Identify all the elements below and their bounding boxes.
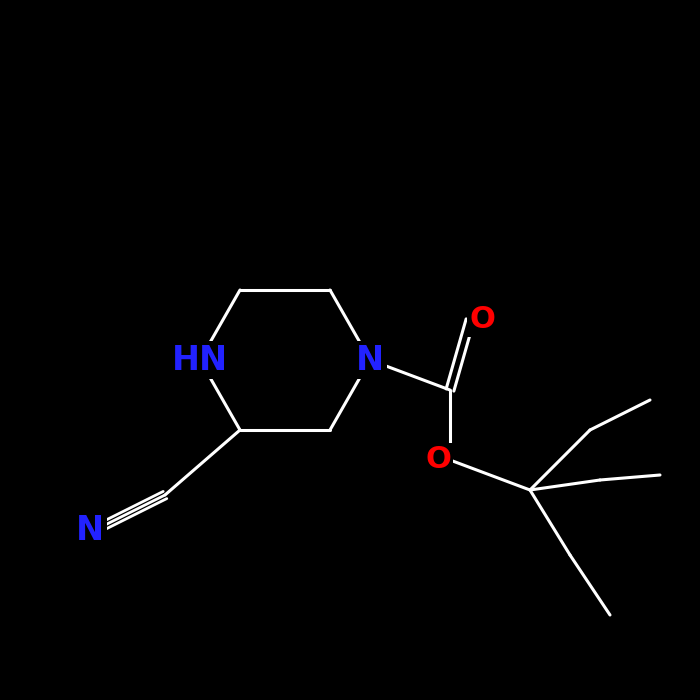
Text: N: N xyxy=(76,514,104,547)
Text: O: O xyxy=(469,305,495,335)
Text: N: N xyxy=(356,344,384,377)
Text: O: O xyxy=(425,445,451,475)
Text: HN: HN xyxy=(172,344,228,377)
